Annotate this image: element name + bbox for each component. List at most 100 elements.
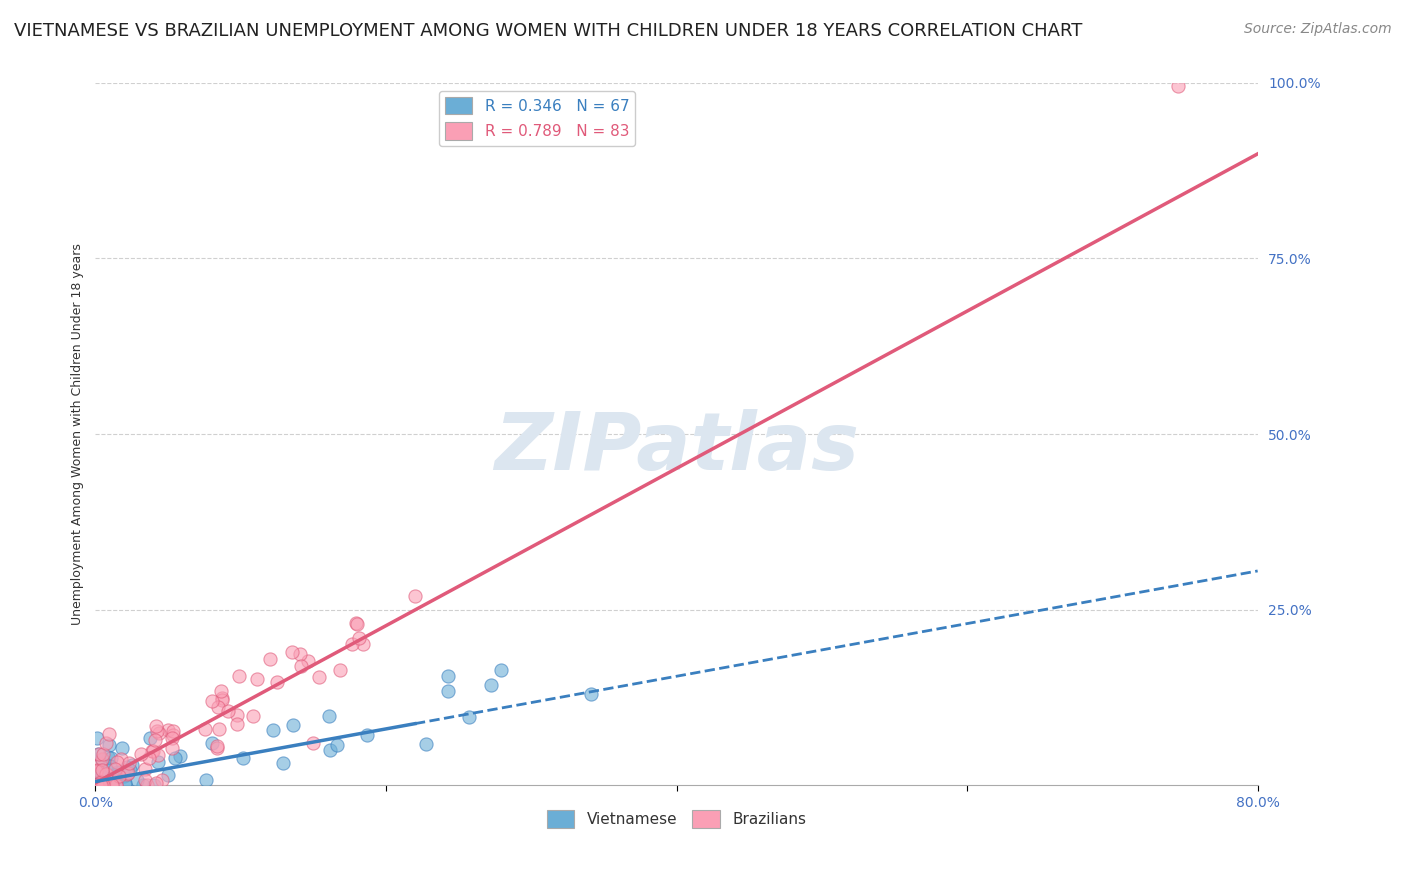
Text: Source: ZipAtlas.com: Source: ZipAtlas.com (1244, 22, 1392, 37)
Point (86, 731, 108, 746)
Point (437, 669, 460, 683)
Point (436, 684, 458, 698)
Point (125, 773, 148, 788)
Point (356, 728, 378, 742)
Point (90, 778, 112, 792)
Point (91, 753, 114, 767)
Y-axis label: Unemployment Among Women with Children Under 18 years: Unemployment Among Women with Children U… (72, 244, 84, 625)
Point (297, 654, 319, 668)
Point (87, 768, 110, 782)
Point (86, 778, 108, 792)
Point (107, 765, 129, 780)
Point (86, 775, 108, 789)
Point (259, 651, 281, 665)
Point (156, 723, 179, 738)
Point (1167, 79, 1189, 94)
Point (87, 778, 110, 792)
Point (195, 772, 218, 787)
Point (205, 741, 228, 756)
Point (226, 717, 249, 731)
Point (94, 766, 117, 780)
Point (98, 759, 121, 773)
Point (489, 663, 512, 677)
Point (84, 778, 107, 792)
Point (89, 763, 111, 777)
Point (94, 767, 117, 781)
Point (101, 778, 124, 792)
Point (134, 762, 156, 776)
Point (349, 632, 371, 646)
Point (87, 770, 110, 784)
Point (273, 756, 295, 770)
Point (208, 723, 231, 737)
Point (228, 668, 250, 682)
Point (302, 736, 325, 750)
Point (142, 744, 165, 758)
Point (145, 776, 167, 790)
Point (91, 778, 114, 792)
Point (93, 778, 115, 792)
Point (118, 764, 141, 778)
Point (103, 770, 125, 784)
Point (458, 710, 481, 724)
Point (162, 728, 184, 742)
Point (89, 757, 111, 772)
Point (107, 767, 129, 781)
Point (90, 776, 112, 790)
Point (146, 747, 169, 762)
Point (98, 778, 121, 792)
Point (86, 778, 108, 792)
Point (344, 616, 367, 631)
Point (246, 672, 269, 686)
Legend: Vietnamese, Brazilians: Vietnamese, Brazilians (541, 804, 813, 834)
Point (104, 774, 127, 789)
Point (111, 740, 134, 755)
Point (145, 718, 167, 732)
Point (91, 777, 114, 791)
Point (114, 776, 136, 790)
Point (93, 747, 115, 761)
Point (121, 757, 143, 772)
Point (94, 778, 117, 792)
Point (132, 778, 155, 792)
Point (117, 766, 139, 780)
Point (160, 731, 183, 746)
Point (581, 687, 603, 701)
Point (207, 739, 229, 754)
Point (96, 736, 118, 750)
Point (90, 778, 112, 792)
Point (352, 637, 374, 651)
Point (90, 778, 112, 792)
Point (308, 670, 330, 684)
Point (115, 760, 138, 774)
Point (211, 693, 233, 707)
Point (93, 778, 115, 792)
Point (87, 778, 110, 792)
Point (118, 756, 141, 770)
Point (326, 738, 349, 752)
Point (138, 751, 160, 765)
Point (148, 726, 170, 740)
Point (97, 749, 120, 764)
Point (90, 767, 112, 781)
Point (108, 769, 131, 783)
Point (136, 778, 159, 792)
Point (100, 778, 122, 792)
Point (207, 699, 229, 714)
Point (100, 778, 122, 792)
Point (200, 736, 222, 750)
Point (112, 769, 135, 783)
Point (93, 777, 115, 791)
Point (146, 755, 169, 769)
Point (86, 764, 108, 778)
Point (169, 748, 191, 763)
Point (129, 747, 152, 762)
Point (87, 747, 110, 761)
Point (105, 778, 128, 792)
Point (162, 724, 184, 739)
Point (288, 647, 311, 661)
Point (329, 663, 352, 677)
Text: VIETNAMESE VS BRAZILIAN UNEMPLOYMENT AMONG WOMEN WITH CHILDREN UNDER 18 YEARS CO: VIETNAMESE VS BRAZILIAN UNEMPLOYMENT AMO… (14, 22, 1083, 40)
Text: ZIPatlas: ZIPatlas (494, 409, 859, 487)
Point (105, 755, 128, 769)
